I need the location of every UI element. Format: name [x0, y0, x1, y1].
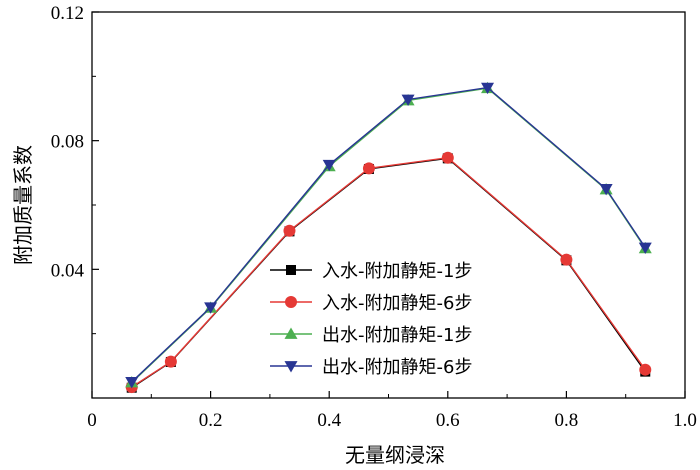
x-axis: 0 0.2 0.4 0.6 0.8 1.0 [87, 391, 697, 431]
data-point [638, 242, 652, 254]
data-point [164, 355, 177, 368]
data-point [481, 82, 495, 95]
data-point [599, 184, 613, 196]
legend-label: 入水-附加静矩-6步 [322, 293, 472, 314]
y-tick-label: 0.08 [51, 132, 84, 153]
series-4 [125, 82, 652, 389]
series-2 [125, 151, 652, 394]
legend-marker [285, 296, 297, 308]
data-point [401, 94, 415, 106]
legend-label: 出水-附加静矩-1步 [322, 325, 472, 346]
x-tick-label: 0.4 [317, 410, 341, 431]
data-point [322, 159, 336, 172]
legend-item: 入水-附加静矩-1步 [270, 261, 472, 282]
y-axis-label: 附加质量系数 [11, 145, 35, 265]
data-point [204, 302, 218, 314]
legend-label: 出水-附加静矩-6步 [322, 357, 472, 378]
legend-item: 出水-附加静矩-6步 [270, 357, 472, 378]
legend-marker [284, 361, 298, 373]
legend-marker [284, 327, 298, 339]
y-axis: 0.04 0.08 0.12 [51, 3, 99, 335]
series-layer [125, 81, 652, 394]
legend-item: 入水-附加静矩-6步 [270, 293, 472, 314]
x-tick-label: 0 [87, 410, 97, 431]
x-tick-label: 0.8 [555, 410, 579, 431]
x-axis-label: 无量纲浸深 [345, 443, 445, 467]
legend-label: 入水-附加静矩-1步 [322, 261, 472, 282]
data-point [441, 151, 454, 164]
x-tick-label: 1.0 [673, 410, 697, 431]
legend-marker [286, 265, 296, 275]
data-point [560, 253, 573, 266]
data-point [125, 377, 139, 389]
x-tick-label: 0.6 [436, 410, 460, 431]
legend-item: 出水-附加静矩-1步 [270, 325, 472, 346]
data-point [362, 162, 375, 175]
x-tick-label: 0.2 [199, 410, 223, 431]
y-tick-label: 0.12 [51, 3, 84, 24]
data-point [283, 224, 296, 237]
data-point [639, 363, 652, 376]
y-tick-label: 0.04 [51, 260, 85, 281]
